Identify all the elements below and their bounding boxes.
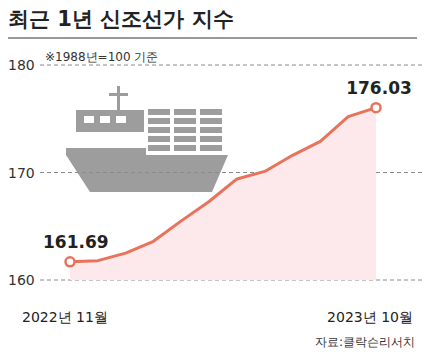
title: 최근 1년 신조선가 지수 <box>8 7 234 31</box>
marker <box>66 257 75 266</box>
line <box>70 108 376 262</box>
y-tick-label: 160 <box>8 272 35 288</box>
ship-container <box>148 109 170 115</box>
ship-icon <box>66 86 228 192</box>
ship-container <box>174 136 196 142</box>
data-label: 161.69 <box>43 232 109 252</box>
ship-container <box>174 109 196 115</box>
ship-container <box>148 145 170 151</box>
ship-container <box>174 118 196 124</box>
y-tick-label: 180 <box>8 57 35 73</box>
ship-hull <box>66 155 228 192</box>
ship-deck <box>66 148 146 155</box>
ship-container <box>148 127 170 133</box>
ship-mast <box>117 86 120 110</box>
ship-mast-bar <box>109 93 128 96</box>
ship-window <box>100 116 110 123</box>
grid-line <box>40 65 425 66</box>
area <box>70 108 376 280</box>
y-tick-label: 170 <box>8 165 35 181</box>
ship-container <box>174 127 196 133</box>
data-label: 176.03 <box>346 78 412 98</box>
subtitle: ※1988년=100 기준 <box>45 50 158 64</box>
x-tick-label: 2023년 10월 <box>327 309 413 325</box>
ship-container <box>200 145 222 151</box>
x-tick-label: 2022년 11월 <box>22 309 108 325</box>
title-rule <box>8 38 417 39</box>
ship-container <box>148 136 170 142</box>
marker <box>372 103 381 112</box>
source: 자료:클락슨리서치 <box>315 335 415 349</box>
chart: 최근 1년 신조선가 지수 160 170 180 ※1988년=100 기준 161.6… <box>0 0 425 355</box>
ship-container <box>174 145 196 151</box>
ship-container <box>200 118 222 124</box>
ship-container <box>200 136 222 142</box>
plot-area <box>70 108 376 280</box>
ship-window <box>84 116 94 123</box>
ship-container <box>148 118 170 124</box>
ship-window <box>116 116 126 123</box>
ship-container <box>200 109 222 115</box>
ship-bridge <box>76 110 144 132</box>
ship-container <box>200 127 222 133</box>
